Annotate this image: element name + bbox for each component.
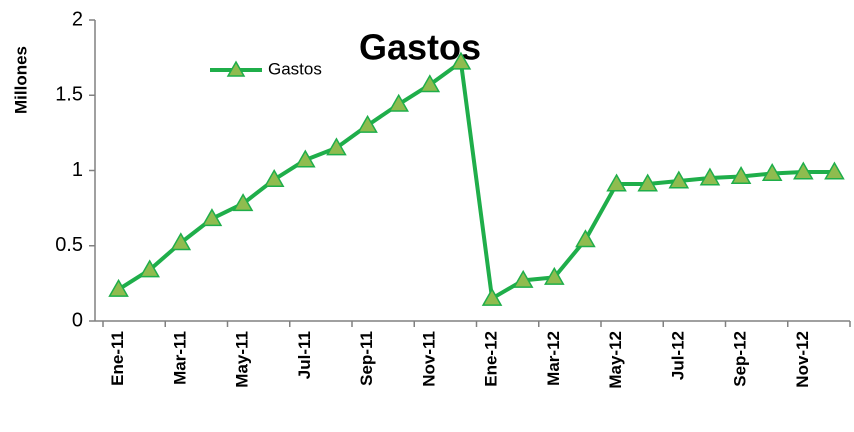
x-tick-label: Nov-11 xyxy=(419,331,438,387)
marker xyxy=(419,74,441,93)
marker xyxy=(201,208,223,227)
marker xyxy=(699,167,721,186)
marker xyxy=(232,193,254,212)
marker xyxy=(730,166,752,185)
marker xyxy=(637,173,658,192)
x-tick-label: Jul-12 xyxy=(668,331,687,380)
marker xyxy=(170,232,192,251)
marker xyxy=(575,229,596,248)
marker xyxy=(481,287,503,306)
x-tick-label: Mar-12 xyxy=(544,331,563,386)
marker xyxy=(668,170,690,189)
marker xyxy=(295,149,316,168)
x-tick-label: Jul-11 xyxy=(295,331,314,379)
x-tick-label: Ene-11 xyxy=(108,331,127,386)
line xyxy=(117,60,835,301)
y-tick-label: 2 xyxy=(72,8,83,30)
x-tick-label: Sep-12 xyxy=(731,331,750,387)
marker xyxy=(793,161,814,180)
y-axis-label: Millones xyxy=(11,46,30,114)
marker xyxy=(544,266,565,285)
legend-label: Gastos xyxy=(268,59,322,78)
y-tick-label: 0.5 xyxy=(55,234,83,256)
marker xyxy=(326,137,347,156)
marker xyxy=(761,162,783,182)
marker xyxy=(606,173,627,192)
x-tick-label: Ene-12 xyxy=(482,331,501,387)
marker xyxy=(357,114,378,133)
x-tick-label: May-12 xyxy=(606,331,625,389)
y-tick-label: 1 xyxy=(72,159,83,181)
x-tick-label: Mar-11 xyxy=(170,331,189,385)
marker xyxy=(824,161,845,180)
x-tick-label: Sep-11 xyxy=(357,331,376,386)
y-tick-label: 0 xyxy=(72,309,83,331)
x-tick-label: May-11 xyxy=(233,331,252,388)
marker xyxy=(263,169,285,188)
marker xyxy=(139,259,160,278)
y-tick-label: 1.5 xyxy=(55,84,83,106)
marker xyxy=(512,269,534,288)
marker xyxy=(388,93,409,112)
marker xyxy=(108,278,129,297)
x-tick-label: Nov-12 xyxy=(793,331,812,388)
marker xyxy=(450,51,472,70)
legend-marker xyxy=(226,60,246,77)
